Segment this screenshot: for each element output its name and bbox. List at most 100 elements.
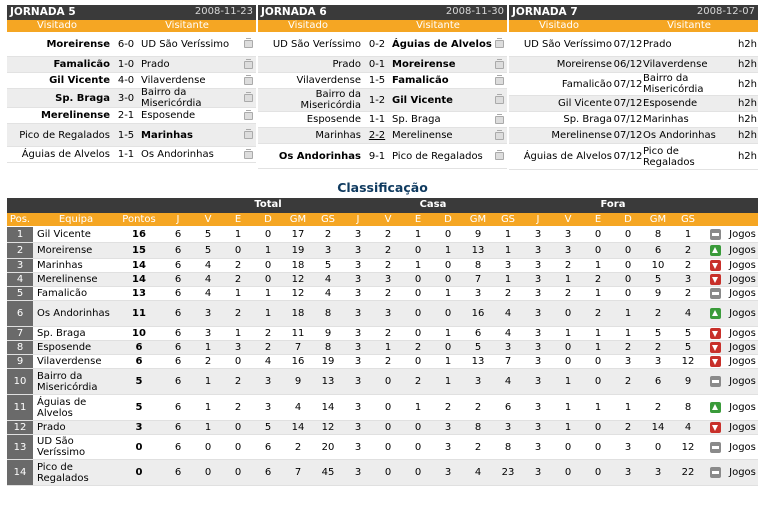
tv-icon[interactable]: [243, 89, 253, 107]
h2h-link[interactable]: h2h: [737, 59, 757, 70]
tv-icon[interactable]: [243, 73, 253, 88]
h2h-link[interactable]: h2h: [737, 38, 757, 50]
fora-e: 0: [594, 245, 602, 256]
standings-row: 3 Marinhas 14 6 4 2 0 18 5 3 2 1 0 8 3 3 2 1 0 10 2 Jogos: [7, 259, 758, 273]
game-score[interactable]: 9-1: [368, 150, 386, 162]
total-v: 2: [204, 356, 212, 367]
tv-icon[interactable]: [494, 112, 504, 127]
tv-icon[interactable]: [494, 128, 504, 143]
tv-icon-glyph: [494, 113, 504, 124]
team-name: Águias de Alvelos: [37, 396, 87, 419]
tv-icon[interactable]: [494, 73, 504, 88]
jogos-link[interactable]: Jogos: [729, 342, 756, 353]
h2h-link[interactable]: h2h: [737, 151, 757, 162]
game-row: Famalicão 07/12 Bairro da Misericórdia h2h: [509, 73, 758, 96]
tv-icon[interactable]: [494, 57, 504, 72]
game-date: 07/12: [613, 151, 643, 162]
total-gs: 5: [324, 260, 332, 271]
game-row: Sp. Braga 3-0 Bairro da Misericórdia: [7, 87, 256, 109]
header-casa-gm: GM: [469, 214, 487, 225]
standings-row: 10 Bairro da Misericórdia 5 6 1 2 3 9 13 3 0 2 1 3 4 3 1…: [7, 369, 758, 395]
trend-cell: [703, 355, 727, 368]
tv-icon[interactable]: [494, 144, 504, 168]
jogos-link[interactable]: Jogos: [729, 260, 756, 271]
tv-icon-glyph: [494, 150, 504, 160]
col-visitante: Visitante: [416, 20, 460, 31]
jogos-link[interactable]: Jogos: [729, 467, 756, 478]
tv-icon[interactable]: [494, 32, 504, 56]
game-score[interactable]: 1-1: [117, 149, 135, 160]
total-e: 3: [234, 342, 242, 353]
game-row: Vilaverdense 1-5 Famalicão: [258, 73, 507, 89]
game-score[interactable]: 6-0: [117, 38, 135, 50]
game-score[interactable]: 1-2: [368, 94, 386, 106]
home-team: Esposende: [306, 114, 361, 125]
game-row: UD São Veríssimo 07/12 Prado h2h: [509, 32, 758, 57]
casa-d: 0: [444, 274, 452, 285]
tv-icon[interactable]: [243, 32, 253, 56]
fora-v: 0: [564, 308, 572, 319]
total-gm: 14: [291, 422, 305, 433]
tv-icon[interactable]: [243, 147, 253, 162]
h2h-link[interactable]: h2h: [737, 114, 757, 125]
fora-d: 2: [624, 376, 632, 387]
casa-gm: 7: [474, 274, 482, 285]
jogos-link[interactable]: Jogos: [729, 274, 756, 285]
h2h-link[interactable]: h2h: [737, 98, 757, 109]
game-score[interactable]: 0-1: [368, 59, 386, 70]
fora-d: 1: [624, 328, 632, 339]
total-e: 2: [234, 260, 242, 271]
header-total-j: J: [176, 214, 180, 225]
casa-e: 0: [414, 328, 422, 339]
casa-j: 3: [354, 274, 362, 285]
home-team: Famalicão: [53, 59, 110, 70]
jogos-link[interactable]: Jogos: [729, 441, 756, 453]
home-team: Merelinense: [40, 110, 110, 121]
game-score[interactable]: 4-0: [117, 75, 135, 86]
casa-gs: 1: [504, 229, 512, 240]
game-score[interactable]: 1-5: [117, 129, 135, 141]
fora-e: 0: [594, 376, 602, 387]
jogos-link[interactable]: Jogos: [729, 328, 756, 339]
game-score[interactable]: 0-2: [368, 38, 386, 50]
jogos-link[interactable]: Jogos: [729, 402, 756, 413]
tv-icon[interactable]: [243, 124, 253, 146]
game-score[interactable]: 2-2: [368, 130, 386, 141]
tv-icon[interactable]: [243, 57, 253, 72]
trend-cell: [703, 273, 727, 286]
casa-j: 3: [354, 288, 362, 299]
jogos-link[interactable]: Jogos: [729, 308, 756, 319]
game-score[interactable]: 2-1: [117, 110, 135, 121]
jogos-link[interactable]: Jogos: [729, 229, 756, 240]
away-team: Gil Vicente: [392, 94, 453, 106]
fora-gs: 3: [684, 274, 692, 285]
jogos-link[interactable]: Jogos: [729, 376, 756, 387]
tv-icon[interactable]: [243, 108, 253, 123]
game-score[interactable]: 3-0: [117, 92, 135, 104]
game-score[interactable]: 1-5: [368, 75, 386, 86]
position-badge: 12: [7, 421, 33, 434]
jogos-link[interactable]: Jogos: [729, 356, 756, 367]
game-score[interactable]: 1-1: [368, 114, 386, 125]
header-casa-e: E: [414, 214, 422, 225]
trend-down-icon: [709, 342, 721, 353]
team-name: Esposende: [37, 342, 92, 353]
jogos-link[interactable]: Jogos: [729, 245, 756, 256]
trend-eq-icon: [709, 467, 721, 478]
total-d: 0: [264, 274, 272, 285]
header-fora-e: E: [594, 214, 602, 225]
h2h-link[interactable]: h2h: [737, 130, 757, 141]
tv-icon[interactable]: [494, 89, 504, 111]
h2h-link[interactable]: h2h: [737, 78, 757, 90]
jogos-link[interactable]: Jogos: [729, 422, 756, 433]
total-j: 6: [174, 260, 182, 271]
casa-j: 3: [354, 356, 362, 367]
standings-row: 13 UD São Veríssimo 0 6 0 0 6 2 20 3 0 0 3 2 8 3 0 0 3 0 12 J…: [7, 435, 758, 460]
position-badge: 9: [7, 355, 33, 368]
jogos-link[interactable]: Jogos: [729, 288, 756, 299]
casa-e: 2: [414, 342, 422, 353]
game-score[interactable]: 1-0: [117, 59, 135, 70]
casa-e: 0: [414, 422, 422, 433]
casa-gs: 1: [504, 245, 512, 256]
total-gm: 9: [294, 376, 302, 387]
